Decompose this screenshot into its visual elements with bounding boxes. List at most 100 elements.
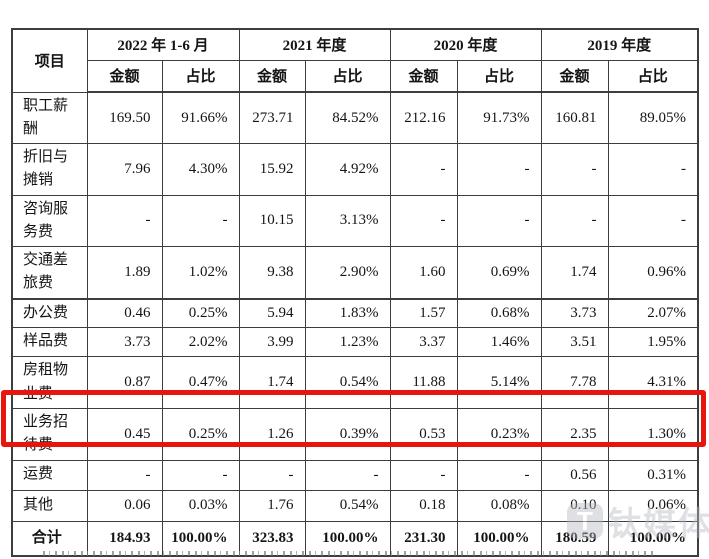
cell-value: 1.46% [456, 327, 542, 357]
cell-value: 0.23% [456, 408, 542, 461]
cell-value: 2.07% [607, 298, 699, 328]
cell-value: - [456, 194, 542, 247]
table-row: 职工薪酬 169.50 91.66% 273.71 84.52% 212.16 91.73%… [11, 91, 699, 144]
cell-value: 3.37 [389, 327, 458, 357]
cell-value: 169.50 [86, 91, 163, 144]
row-label: 折旧与摊销 [11, 143, 88, 196]
row-label: 房租物业费 [11, 356, 88, 409]
cell-value: 91.66% [161, 91, 240, 144]
cell-value: 89.05% [607, 91, 699, 144]
cell-value: 2.90% [304, 246, 391, 300]
cell-value: 1.83% [304, 298, 391, 328]
cell-value: 0.46 [86, 298, 163, 328]
row-label: 运费 [11, 459, 88, 491]
cell-value: 1.76 [238, 489, 306, 522]
cell-value: 323.83 [238, 520, 306, 557]
cell-value: 0.06 [86, 489, 163, 522]
cell-value: 0.45 [86, 408, 163, 461]
header-period-2021: 2021 年度 [238, 28, 391, 61]
expense-breakdown-table: 项目 2022 年 1-6 月 2021 年度 2020 年度 2019 年度 … [11, 28, 700, 557]
cell-value: 2.35 [540, 408, 609, 461]
cell-value: 0.69% [456, 246, 542, 300]
cell-value: 5.14% [456, 356, 542, 409]
row-label: 职工薪酬 [11, 91, 88, 144]
header-amount-2020: 金额 [389, 59, 458, 93]
cell-value: 1.74 [540, 246, 609, 300]
cell-value: 0.56 [540, 459, 609, 491]
cell-value: 0.54% [304, 356, 391, 409]
cell-value: 84.52% [304, 91, 391, 144]
cell-value: 0.68% [456, 298, 542, 328]
table-row: 样品费 3.73 2.02% 3.99 1.23% 3.37 1.46% 3.51 1.95% [11, 327, 699, 357]
cell-value: 3.73 [540, 298, 609, 328]
cell-value: 10.15 [238, 194, 306, 247]
cell-value: 0.31% [607, 459, 699, 491]
cell-value: - [86, 194, 163, 247]
cell-value: 1.95% [607, 327, 699, 357]
header-ratio-2020: 占比 [456, 59, 542, 93]
table-row: 运费 - - - - - -0.56 0.31% [11, 459, 699, 491]
cell-value: 100.00% [607, 520, 699, 557]
header-ratio-2021: 占比 [304, 59, 391, 93]
header-ratio-2022: 占比 [161, 59, 240, 93]
cell-value: - [607, 143, 699, 196]
cell-value: 1.23% [304, 327, 391, 357]
table-row: 办公费 0.46 0.25% 5.94 1.83% 1.57 0.68% 3.73 2.07% [11, 298, 699, 328]
table-header: 项目 2022 年 1-6 月 2021 年度 2020 年度 2019 年度 … [11, 28, 699, 93]
cell-value: 3.99 [238, 327, 306, 357]
cell-value: - [161, 459, 240, 491]
cell-value: 9.38 [238, 246, 306, 300]
cell-value: 2.02% [161, 327, 240, 357]
cell-value: - [540, 194, 609, 247]
cell-value: 100.00% [304, 520, 391, 557]
cell-value: 4.31% [607, 356, 699, 409]
cell-value: 4.30% [161, 143, 240, 196]
table-row: 交通差旅费 1.89 1.02% 9.38 2.90% 1.60 0.69% 1.74 0.96… [11, 246, 699, 300]
cell-value: - [238, 459, 306, 491]
cell-value: 0.06% [607, 489, 699, 522]
table-row: 折旧与摊销 7.96 4.30% 15.92 4.92% - - - - [11, 143, 699, 196]
header-period-2019: 2019 年度 [540, 28, 699, 61]
cell-value: 0.25% [161, 298, 240, 328]
table-row: 业务招待费 0.45 0.25% 1.26 0.39% 0.53 0.23% 2.35 1.30… [11, 408, 699, 461]
cell-value: 7.96 [86, 143, 163, 196]
cell-value: 1.26 [238, 408, 306, 461]
row-label: 合计 [11, 520, 88, 557]
table-body: 职工薪酬 169.50 91.66% 273.71 84.52% 212.16 91.73%… [11, 91, 699, 557]
cell-value: 5.94 [238, 298, 306, 328]
cell-value: 100.00% [456, 520, 542, 557]
total-row: 合计 184.93 100.00% 323.83 100.00% 231.30 100.00… [11, 520, 699, 557]
cell-value: 0.54% [304, 489, 391, 522]
header-item-column: 项目 [11, 28, 88, 93]
cell-value: - [161, 194, 240, 247]
cell-value: 0.18 [389, 489, 458, 522]
table-row: 咨询服务费 - -10.15 3.13% - - - - [11, 194, 699, 247]
cell-value: 0.39% [304, 408, 391, 461]
header-period-2020: 2020 年度 [389, 28, 542, 61]
cell-value: 1.02% [161, 246, 240, 300]
header-ratio-2019: 占比 [607, 59, 699, 93]
cell-value: 0.10 [540, 489, 609, 522]
header-row-subcols: 金额 占比 金额 占比 金额 占比 金额 占比 [12, 59, 699, 93]
cell-value: 11.88 [389, 356, 458, 409]
cell-value: 7.78 [540, 356, 609, 409]
cell-value: 3.13% [304, 194, 391, 247]
cell-value: 3.73 [86, 327, 163, 357]
cell-value: - [456, 143, 542, 196]
cell-value: - [540, 143, 609, 196]
cell-value: 180.59 [540, 520, 609, 557]
cell-value: 4.92% [304, 143, 391, 196]
cell-value: 1.74 [238, 356, 306, 409]
row-label: 咨询服务费 [11, 194, 88, 247]
cell-value: 0.25% [161, 408, 240, 461]
header-amount-2019: 金额 [540, 59, 609, 93]
cell-value: 212.16 [389, 91, 458, 144]
cell-value: - [389, 143, 458, 196]
row-label: 其他 [11, 489, 88, 522]
cell-value: 0.08% [456, 489, 542, 522]
cell-value: - [607, 194, 699, 247]
header-row-periods: 项目 2022 年 1-6 月 2021 年度 2020 年度 2019 年度 [11, 28, 699, 93]
cell-value: 1.89 [86, 246, 163, 300]
cell-value: 160.81 [540, 91, 609, 144]
